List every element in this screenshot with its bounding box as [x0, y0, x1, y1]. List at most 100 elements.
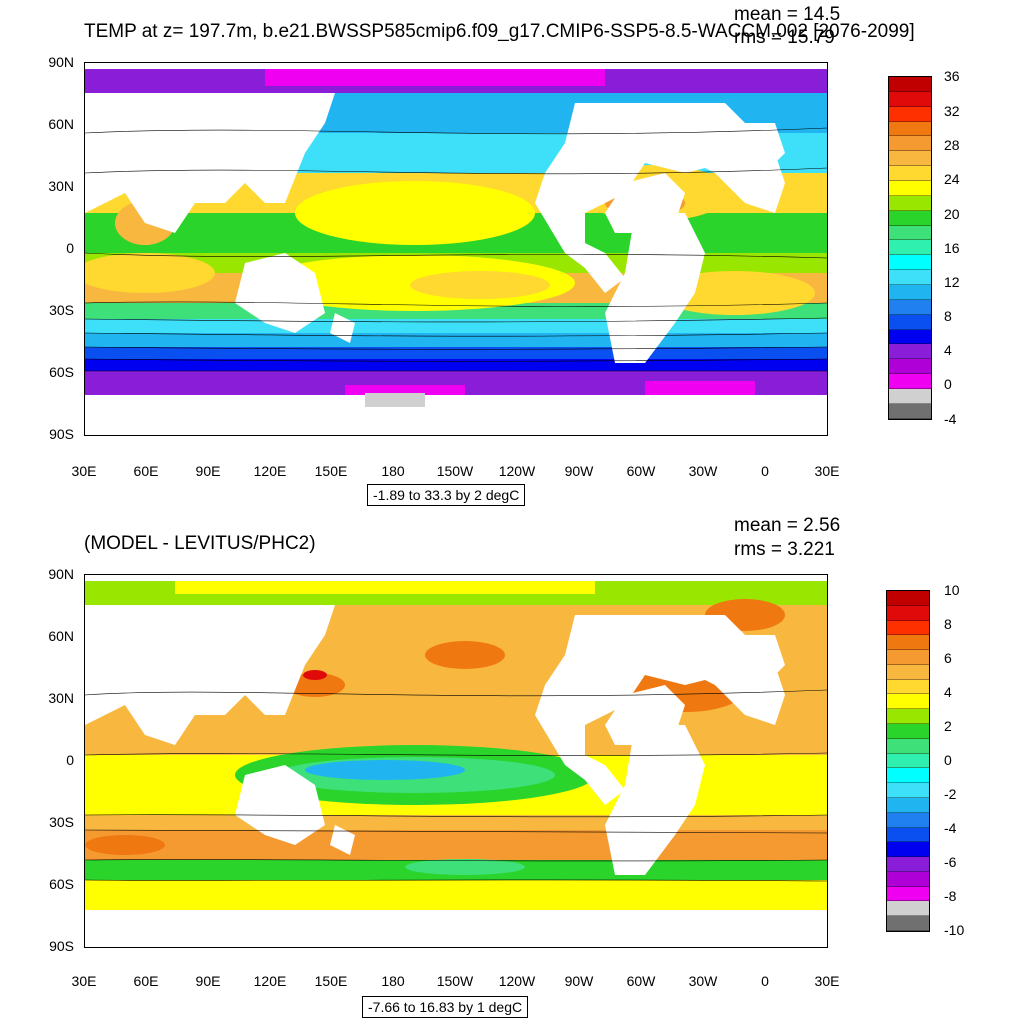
colorbar-swatch [887, 812, 929, 828]
panel1-lat-label: 60S [49, 364, 74, 380]
panel1-lon-label: 30E [71, 463, 97, 479]
panel2-lat-label: 90N [48, 566, 74, 582]
panel2-lon-label: 120E [253, 973, 287, 989]
panel1-map-svg [85, 63, 827, 435]
panel1-colorbar [888, 76, 932, 420]
colorbar-swatch [887, 768, 929, 784]
panel2-colorbar [886, 590, 930, 932]
panel1-lon-label: 180 [381, 463, 405, 479]
panel1-lon-label: 60E [133, 463, 159, 479]
colorbar-swatch [889, 181, 931, 196]
colorbar-swatch [889, 195, 931, 211]
colorbar-swatch [887, 620, 929, 636]
panel2-lat-label: 90S [49, 938, 74, 954]
colorbar-swatch [887, 635, 929, 651]
panel1-colorbar-label: 12 [944, 274, 960, 290]
panel2-lon-label: 150E [314, 973, 348, 989]
panel2-colorbar-label: 6 [944, 650, 952, 666]
panel2-lon-label: 0 [761, 973, 769, 989]
colorbar-swatch [887, 650, 929, 665]
colorbar-swatch [887, 901, 929, 917]
panel1-title: TEMP at z= 197.7m, b.e21.BWSSP585cmip6.f… [84, 21, 915, 42]
colorbar-swatch [889, 240, 931, 256]
panel1-colorbar-label: 20 [944, 206, 960, 222]
colorbar-swatch [889, 151, 931, 167]
panel2-title: (MODEL - LEVITUS/PHC2) [84, 533, 316, 554]
colorbar-swatch [889, 136, 931, 152]
panel2-lat-label: 0 [66, 752, 74, 768]
panel2-lat-label: 30S [49, 814, 74, 830]
colorbar-swatch [887, 827, 929, 843]
panel1-lat-label: 30N [48, 178, 74, 194]
panel1-colorbar-label: 36 [944, 68, 960, 84]
colorbar-swatch [889, 255, 931, 271]
panel1-colorbar-label: 0 [944, 376, 952, 392]
panel1-lon-label: 120W [498, 463, 536, 479]
colorbar-swatch [889, 389, 931, 404]
panel1-colorbar-label: 16 [944, 240, 960, 256]
panel1-lat-label: 0 [66, 240, 74, 256]
panel2-map [84, 574, 828, 948]
colorbar-swatch [889, 299, 931, 315]
panel1-lon-label: 90E [195, 463, 221, 479]
panel1-colorbar-label: 28 [944, 137, 960, 153]
colorbar-swatch [889, 270, 931, 286]
panel1-colorbar-label: 32 [944, 103, 960, 119]
panel2-colorbar-label: -2 [944, 786, 957, 802]
colorbar-swatch [887, 886, 929, 902]
panel2-lat-label: 30N [48, 690, 74, 706]
panel2-range-box: -7.66 to 16.83 by 1 degC [362, 996, 529, 1018]
colorbar-swatch [889, 359, 931, 375]
panel2-lon-label: 150W [436, 973, 474, 989]
colorbar-swatch [887, 857, 929, 872]
panel1-lon-label: 0 [761, 463, 769, 479]
panel1-lat-label: 30S [49, 302, 74, 318]
colorbar-swatch [887, 871, 929, 887]
colorbar-swatch [887, 916, 929, 931]
colorbar-swatch [889, 374, 931, 390]
panel2-lon-label: 120W [498, 973, 536, 989]
colorbar-swatch [887, 724, 929, 739]
panel2-rms-label: rms = 3.221 [734, 539, 835, 560]
panel1-lon-label: 30W [688, 463, 718, 479]
panel2-lon-label: 30W [688, 973, 718, 989]
panel1-lon-label: 30E [814, 463, 840, 479]
colorbar-swatch [887, 679, 929, 695]
colorbar-swatch [889, 121, 931, 137]
colorbar-swatch [889, 225, 931, 241]
panel2-lon-label: 60E [133, 973, 159, 989]
panel1-lon-label: 60W [626, 463, 656, 479]
panel1-mean-label: mean = 14.5 [734, 4, 841, 25]
colorbar-swatch [889, 344, 931, 360]
colorbar-swatch [889, 77, 931, 92]
colorbar-swatch [889, 106, 931, 122]
colorbar-swatch [889, 91, 931, 107]
panel2-mean-label: mean = 2.56 [734, 515, 841, 536]
colorbar-swatch [887, 783, 929, 798]
colorbar-swatch [889, 285, 931, 300]
colorbar-swatch [887, 709, 929, 725]
colorbar-swatch [887, 753, 929, 769]
colorbar-swatch [887, 842, 929, 858]
panel1-colorbar-label: -4 [944, 411, 957, 427]
panel1-colorbar-label: 8 [944, 308, 952, 324]
panel1-colorbar-label: 24 [944, 171, 960, 187]
panel2-lon-label: 30E [71, 973, 97, 989]
panel2-colorbar-label: 2 [944, 718, 952, 734]
panel2-lon-label: 30E [814, 973, 840, 989]
panel1-rms-label: rms = 15.79 [734, 27, 835, 48]
panel2-colorbar-label: 4 [944, 684, 952, 700]
panel1-colorbar-label: 4 [944, 342, 952, 358]
panel1-map [84, 62, 828, 436]
panel2-lon-label: 90E [195, 973, 221, 989]
panel2-colorbar-label: 10 [944, 582, 960, 598]
panel2-lat-label: 60N [48, 628, 74, 644]
colorbar-swatch [889, 403, 931, 419]
colorbar-swatch [887, 797, 929, 813]
panel2-colorbar-label: 8 [944, 616, 952, 632]
colorbar-swatch [889, 210, 931, 226]
panel1-lat-label: 60N [48, 116, 74, 132]
colorbar-swatch [887, 738, 929, 754]
colorbar-swatch [889, 314, 931, 330]
colorbar-swatch [889, 166, 931, 182]
